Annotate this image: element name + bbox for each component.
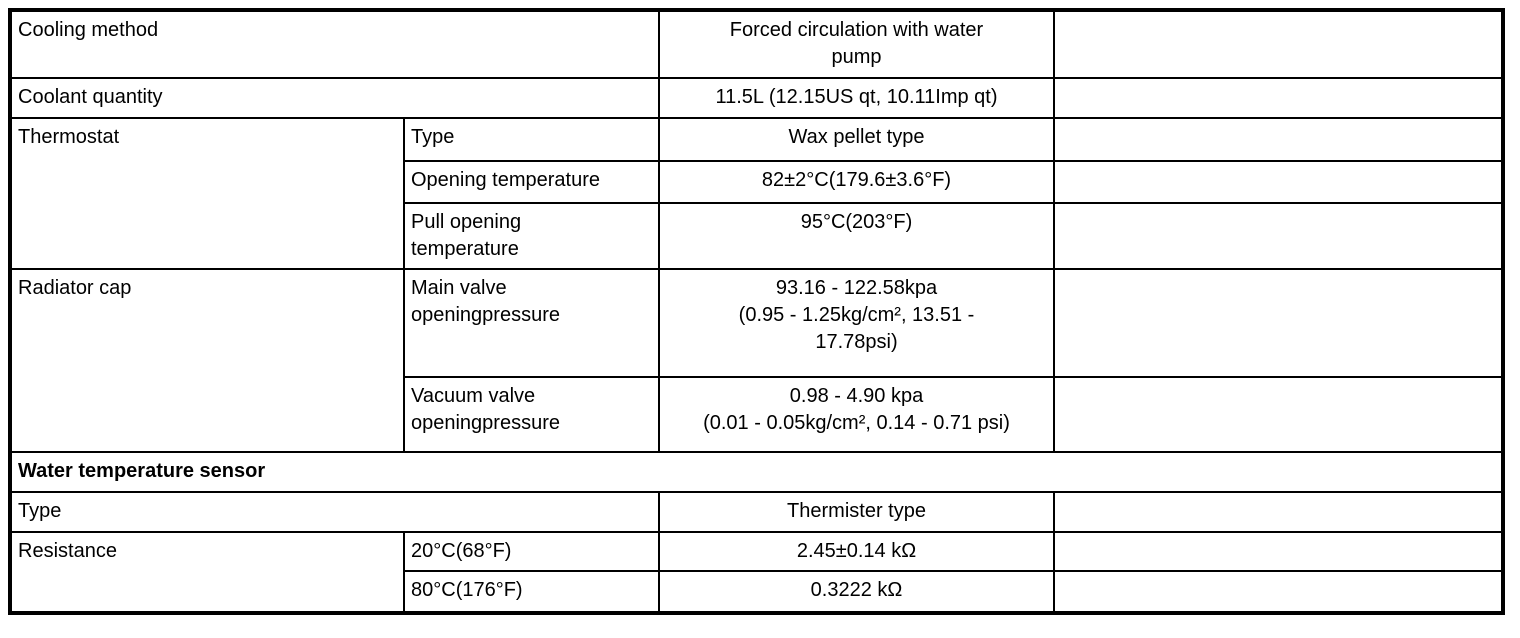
pull-opening-temperature-label: Pull opening temperature xyxy=(403,202,660,270)
empty-cell xyxy=(1053,376,1504,453)
empty-cell xyxy=(1053,570,1504,614)
resistance-80c-value: 0.3222 kΩ xyxy=(658,570,1055,614)
resistance-label: Resistance xyxy=(9,531,405,614)
table-row: Pull opening temperature 95°C(203°F) xyxy=(10,202,1504,270)
empty-cell xyxy=(1053,160,1504,204)
main-valve-opening-pressure-value: 93.16 - 122.58kpa (0.95 - 1.25kg/cm², 13… xyxy=(658,268,1055,378)
pull-opening-temperature-value: 95°C(203°F) xyxy=(658,202,1055,270)
thermostat-type-label: Type xyxy=(403,117,660,162)
coolant-quantity-value: 11.5L (12.15US qt, 10.11Imp qt) xyxy=(658,77,1055,119)
sensor-type-label: Type xyxy=(9,491,660,533)
table-row: Resistance 20°C(68°F) 2.45±0.14 kΩ xyxy=(9,531,1504,614)
empty-cell xyxy=(1053,9,1504,79)
table-row: Coolant quantity 11.5L (12.15US qt, 10.1… xyxy=(9,77,1504,119)
thermostat-label: Thermostat xyxy=(9,117,405,270)
cooling-method-label: Cooling method xyxy=(9,9,660,79)
empty-cell xyxy=(1053,117,1504,162)
table-row: Opening temperature 82±2°C(179.6±3.6°F) xyxy=(10,160,1504,204)
vacuum-valve-opening-pressure-label: Vacuum valve openingpressure xyxy=(403,376,660,453)
table-row: Water temperature sensor xyxy=(9,451,1504,493)
table-row: Thermostat Type Wax pellet type xyxy=(9,117,1504,270)
empty-cell xyxy=(1053,531,1504,572)
empty-cell xyxy=(1053,268,1504,378)
resistance-20c-label: 20°C(68°F) xyxy=(403,531,660,572)
cooling-system-specs-table: Cooling method Forced circulation with w… xyxy=(8,8,1505,615)
opening-temperature-label: Opening temperature xyxy=(403,160,660,204)
resistance-80c-label: 80°C(176°F) xyxy=(403,570,660,614)
table-row: Radiator cap Main valve openingpressure … xyxy=(9,268,1504,453)
water-temperature-sensor-header: Water temperature sensor xyxy=(9,451,1504,493)
table-row: Vacuum valve openingpressure 0.98 - 4.90… xyxy=(10,376,1504,453)
table-row: Cooling method Forced circulation with w… xyxy=(9,9,1504,79)
table-row: Type Thermister type xyxy=(9,491,1504,533)
resistance-20c-value: 2.45±0.14 kΩ xyxy=(658,531,1055,572)
empty-cell xyxy=(1053,202,1504,270)
radiator-cap-label: Radiator cap xyxy=(9,268,405,453)
sensor-type-value: Thermister type xyxy=(658,491,1055,533)
empty-cell xyxy=(1053,491,1504,533)
opening-temperature-value: 82±2°C(179.6±3.6°F) xyxy=(658,160,1055,204)
thermostat-type-value: Wax pellet type xyxy=(658,117,1055,162)
empty-cell xyxy=(1053,77,1504,119)
vacuum-valve-opening-pressure-value: 0.98 - 4.90 kpa (0.01 - 0.05kg/cm², 0.14… xyxy=(658,376,1055,453)
table-row: 80°C(176°F) 0.3222 kΩ xyxy=(10,570,1504,614)
main-valve-opening-pressure-label: Main valve openingpressure xyxy=(403,268,660,378)
coolant-quantity-label: Coolant quantity xyxy=(9,77,660,119)
cooling-method-value: Forced circulation with water pump xyxy=(658,9,1055,79)
